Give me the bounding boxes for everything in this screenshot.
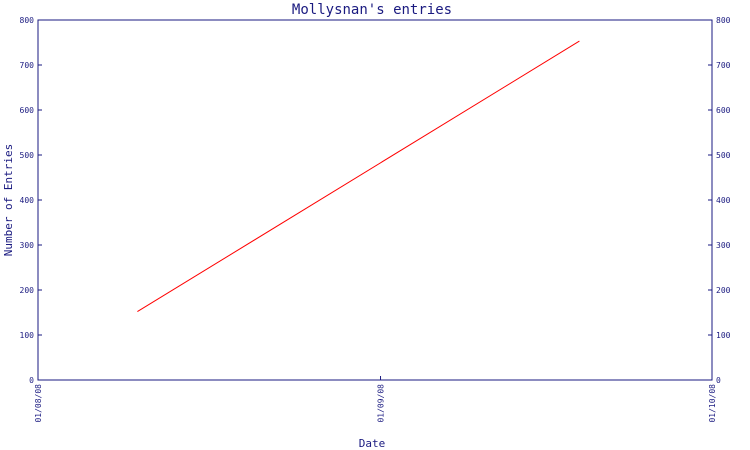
y-right-tick-label: 300 [716, 241, 731, 250]
entries-series-line [137, 40, 580, 313]
y-axis-right: 0 100 200 300 400 500 600 700 800 [708, 16, 731, 385]
chart-title: Mollysnan's entries [292, 2, 452, 18]
x-tick-label: 01/08/08 [34, 384, 43, 423]
y-right-tick-label: 800 [716, 16, 731, 25]
y-right-tick-label: 100 [716, 331, 731, 340]
y-left-tick-label: 100 [20, 331, 35, 340]
plot-frame [37, 19, 713, 381]
y-right-tick-label: 600 [716, 106, 731, 115]
x-axis: 01/08/08 01/09/08 01/10/08 [34, 376, 717, 423]
y-axis-left: 0 100 200 300 400 500 600 700 800 [20, 16, 42, 385]
y-right-tick-label: 500 [716, 151, 731, 160]
y-left-tick-label: 400 [20, 196, 35, 205]
y-axis-label: Number of Entries [2, 144, 15, 257]
y-left-tick-label: 500 [20, 151, 35, 160]
y-right-tick-label: 0 [716, 376, 721, 385]
y-left-tick-label: 300 [20, 241, 35, 250]
x-tick-label: 01/10/08 [708, 384, 717, 423]
y-right-tick-label: 400 [716, 196, 731, 205]
y-left-tick-label: 800 [20, 16, 35, 25]
y-left-tick-label: 0 [29, 376, 34, 385]
y-right-tick-label: 200 [716, 286, 731, 295]
y-right-tick-label: 700 [716, 61, 731, 70]
y-left-tick-label: 600 [20, 106, 35, 115]
x-tick-label: 01/09/08 [377, 384, 386, 423]
y-left-tick-label: 700 [20, 61, 35, 70]
y-left-tick-label: 200 [20, 286, 35, 295]
x-axis-label: Date [359, 437, 386, 450]
